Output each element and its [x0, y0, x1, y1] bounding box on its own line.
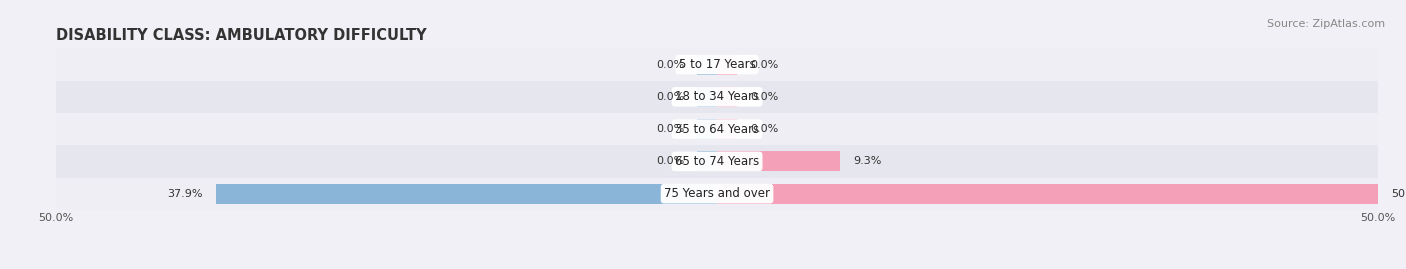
Text: 65 to 74 Years: 65 to 74 Years [675, 155, 759, 168]
Bar [217, 184, 717, 204]
Bar [717, 184, 1378, 204]
Text: 0.0%: 0.0% [655, 156, 685, 167]
Bar [56, 178, 1378, 210]
Bar [56, 48, 1378, 81]
Bar [697, 55, 717, 75]
Text: Source: ZipAtlas.com: Source: ZipAtlas.com [1267, 19, 1385, 29]
Bar [697, 151, 717, 171]
Text: 5 to 17 Years: 5 to 17 Years [679, 58, 755, 71]
Text: 37.9%: 37.9% [167, 189, 202, 199]
Text: 0.0%: 0.0% [751, 92, 779, 102]
Text: 50.0%: 50.0% [1391, 189, 1406, 199]
Bar [56, 81, 1378, 113]
Text: 0.0%: 0.0% [655, 92, 685, 102]
Bar [697, 119, 717, 139]
Bar [717, 119, 737, 139]
Bar [56, 145, 1378, 178]
Text: DISABILITY CLASS: AMBULATORY DIFFICULTY: DISABILITY CLASS: AMBULATORY DIFFICULTY [56, 28, 427, 43]
Bar [697, 87, 717, 107]
Bar [717, 87, 737, 107]
Text: 0.0%: 0.0% [751, 124, 779, 134]
Text: 9.3%: 9.3% [853, 156, 882, 167]
Bar [717, 55, 737, 75]
Text: 0.0%: 0.0% [751, 59, 779, 70]
Text: 35 to 64 Years: 35 to 64 Years [675, 123, 759, 136]
Text: 75 Years and over: 75 Years and over [664, 187, 770, 200]
Text: 0.0%: 0.0% [655, 124, 685, 134]
Bar [717, 151, 839, 171]
Text: 0.0%: 0.0% [655, 59, 685, 70]
Text: 18 to 34 Years: 18 to 34 Years [675, 90, 759, 103]
Bar [56, 113, 1378, 145]
